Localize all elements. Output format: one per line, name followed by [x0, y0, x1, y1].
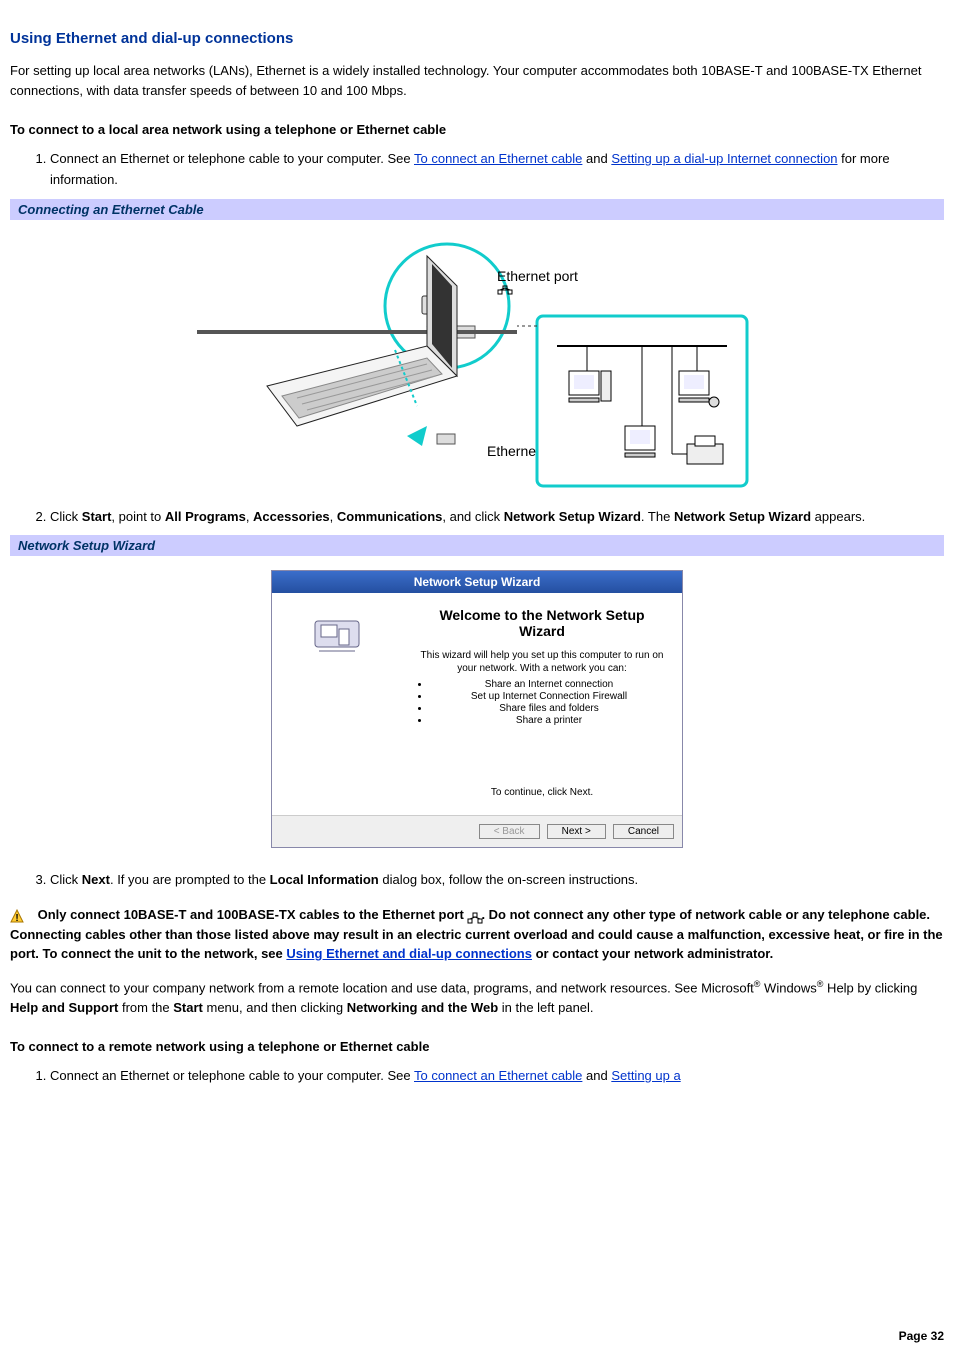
link-connect-ethernet-2[interactable]: To connect an Ethernet cable [414, 1068, 582, 1083]
step1-text-pre: Connect an Ethernet or telephone cable t… [50, 151, 414, 166]
step-2: Click Start, point to All Programs, Acce… [50, 507, 944, 528]
remote-paragraph: You can connect to your company network … [10, 978, 944, 1017]
kw-next: Next [82, 872, 110, 887]
kw-communications: Communications [337, 509, 442, 524]
wizard-graphic-icon [309, 611, 365, 661]
svg-text:!: ! [15, 913, 18, 923]
kw-nsw: Network Setup Wizard [504, 509, 641, 524]
wizard-heading: Welcome to the Network Setup Wizard [416, 607, 668, 639]
link-using-ethernet[interactable]: Using Ethernet and dial-up connections [286, 946, 532, 961]
step-3: Click Next. If you are prompted to the L… [50, 870, 944, 891]
link-dialup-setup[interactable]: Setting up a dial-up Internet connection [611, 151, 837, 166]
kw-help-support: Help and Support [10, 1000, 118, 1015]
kw-accessories: Accessories [253, 509, 330, 524]
kw-local-info: Local Information [270, 872, 379, 887]
wizard-bullet: Set up Internet Connection Firewall [430, 691, 668, 702]
port-label: Ethernet port [497, 268, 578, 284]
figure-caption-wizard: Network Setup Wizard [10, 535, 944, 556]
page-number: Page 32 [899, 1329, 944, 1343]
intro-paragraph: For setting up local area networks (LANs… [10, 61, 944, 100]
step4-text-pre: Connect an Ethernet or telephone cable t… [50, 1068, 414, 1083]
link-connect-ethernet[interactable]: To connect an Ethernet cable [414, 151, 582, 166]
wizard-next-button[interactable]: Next > [547, 824, 606, 839]
wizard-titlebar: Network Setup Wizard [272, 571, 682, 593]
wizard-bullet: Share an Internet connection [430, 679, 668, 690]
wizard-bullet: Share a printer [430, 715, 668, 726]
kw-networking-web: Networking and the Web [347, 1000, 498, 1015]
subheading-lan: To connect to a local area network using… [10, 122, 944, 137]
link-setting-up-2[interactable]: Setting up a [611, 1068, 680, 1083]
ethernet-diagram: Ethernet port [10, 226, 944, 499]
figure-caption-ethernet: Connecting an Ethernet Cable [10, 199, 944, 220]
subheading-remote: To connect to a remote network using a t… [10, 1039, 944, 1054]
kw-start: Start [82, 509, 112, 524]
network-setup-wizard-window: Network Setup Wizard Welcome to the Netw… [271, 570, 683, 848]
ethernet-port-icon [467, 910, 481, 922]
wizard-desc: This wizard will help you set up this co… [416, 649, 668, 675]
kw-all-programs: All Programs [165, 509, 246, 524]
wizard-back-button: < Back [479, 824, 540, 839]
kw-nsw2: Network Setup Wizard [674, 509, 811, 524]
step4-text-mid: and [582, 1068, 611, 1083]
wizard-continue: To continue, click Next. [416, 786, 668, 799]
wizard-cancel-button[interactable]: Cancel [613, 824, 674, 839]
step-1: Connect an Ethernet or telephone cable t… [50, 149, 944, 191]
kw-start2: Start [173, 1000, 203, 1015]
warning-block: ! Only connect 10BASE-T and 100BASE-TX c… [10, 905, 944, 964]
page-title: Using Ethernet and dial-up connections [10, 30, 944, 47]
step-4: Connect an Ethernet or telephone cable t… [50, 1066, 944, 1087]
wizard-bullet: Share files and folders [430, 703, 668, 714]
warning-icon: ! [10, 909, 24, 923]
step1-text-mid: and [582, 151, 611, 166]
